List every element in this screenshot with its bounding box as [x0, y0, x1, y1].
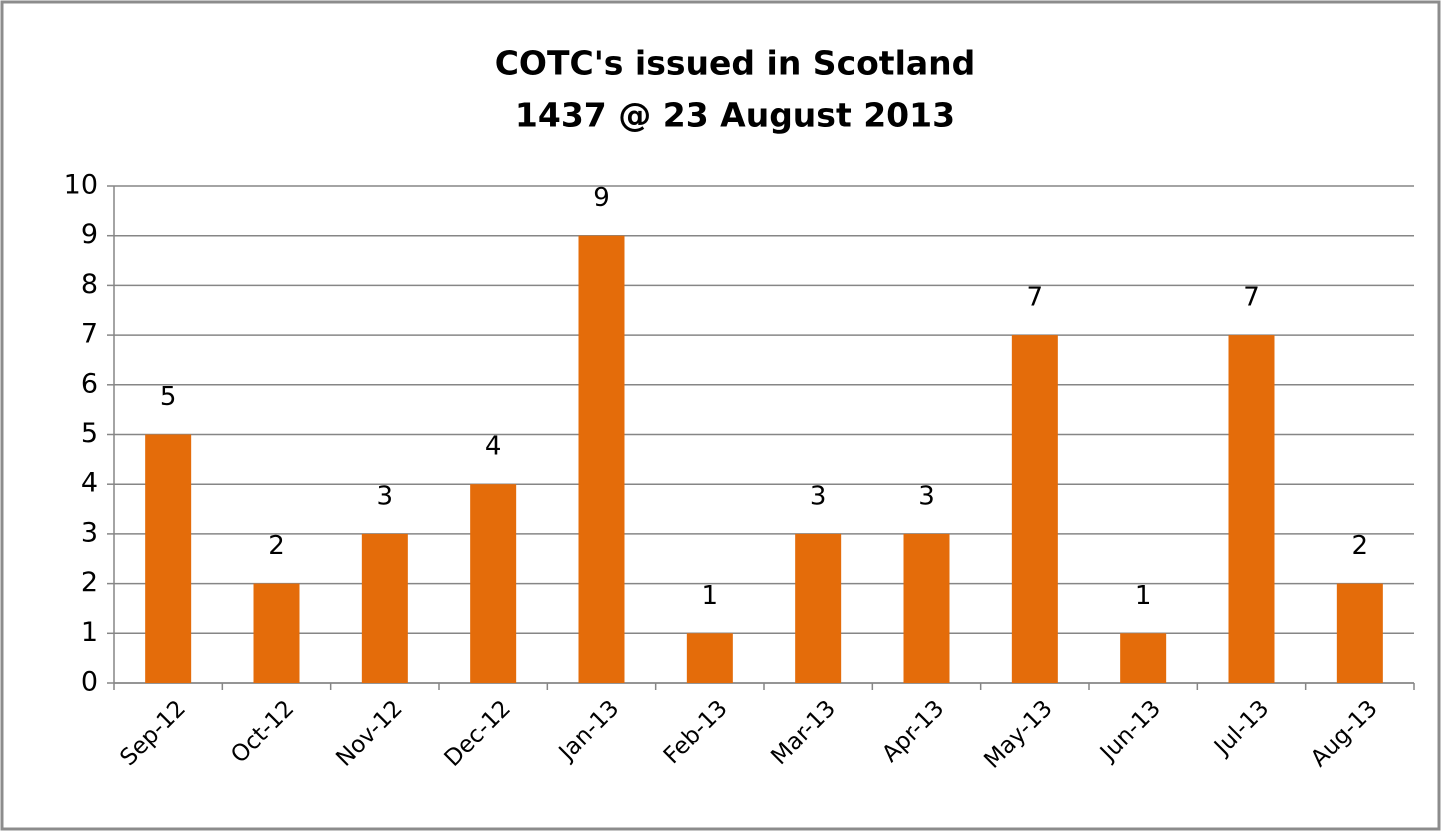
data-label: 9	[593, 183, 610, 213]
bar	[253, 583, 300, 683]
bar	[795, 533, 842, 683]
bar	[1120, 633, 1167, 683]
y-tick-label: 6	[81, 368, 98, 399]
y-tick-label: 10	[64, 170, 98, 201]
data-label: 4	[485, 432, 502, 462]
data-label: 1	[1135, 581, 1152, 611]
bar	[686, 633, 733, 683]
chart-subtitle: 1437 @ 23 August 2013	[515, 96, 955, 135]
y-tick-label: 4	[81, 468, 98, 499]
bar	[470, 484, 517, 683]
data-label: 5	[160, 382, 177, 412]
y-tick-label: 3	[81, 517, 98, 548]
data-label: 3	[810, 481, 827, 511]
bar	[1336, 583, 1383, 683]
bar	[1011, 335, 1058, 683]
y-tick-label: 9	[81, 219, 98, 250]
bar	[903, 533, 950, 683]
y-tick-label: 5	[81, 418, 98, 449]
data-label: 1	[702, 581, 719, 611]
y-tick-label: 2	[81, 567, 98, 598]
data-label: 7	[1027, 283, 1044, 313]
chart-title: COTC's issued in Scotland	[495, 44, 976, 83]
y-tick-label: 7	[81, 319, 98, 350]
data-label: 7	[1243, 283, 1260, 313]
y-tick-label: 0	[81, 667, 98, 698]
data-label: 3	[918, 481, 935, 511]
bar	[145, 434, 192, 683]
data-label: 2	[1352, 531, 1369, 561]
y-tick-label: 1	[81, 617, 98, 648]
bar	[361, 533, 408, 683]
data-label: 2	[268, 531, 285, 561]
data-label: 3	[377, 481, 394, 511]
y-tick-label: 8	[81, 269, 98, 300]
bar	[578, 235, 625, 683]
bar	[1228, 335, 1275, 683]
